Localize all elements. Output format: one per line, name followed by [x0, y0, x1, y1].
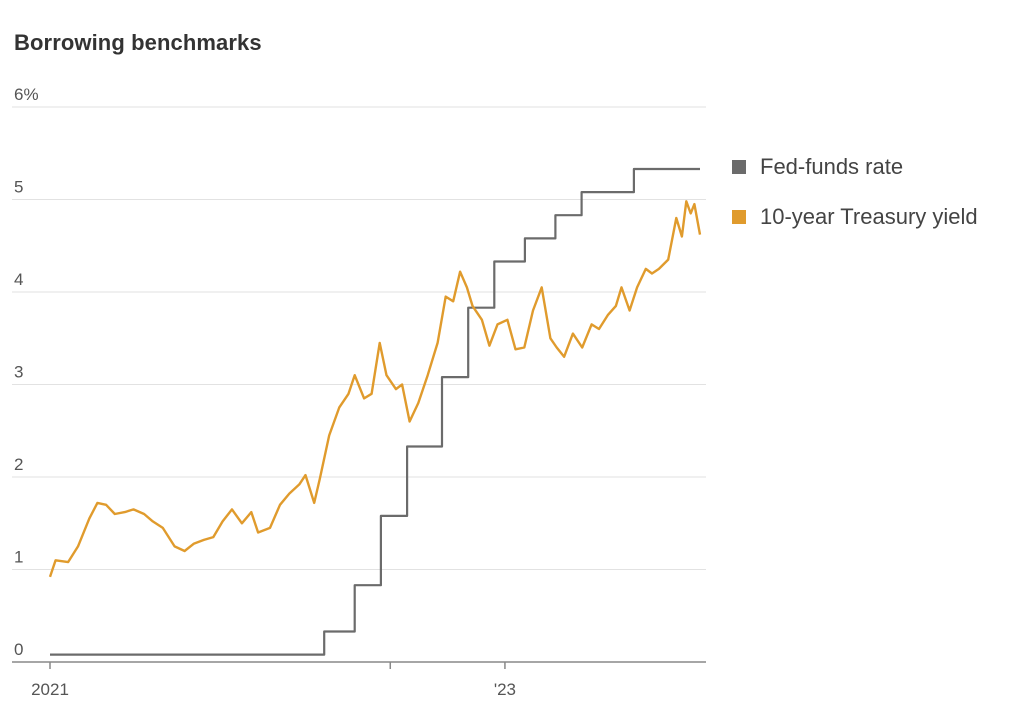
- series-line-treasury-yield: [48, 200, 702, 578]
- y-tick-label: 3: [14, 363, 23, 382]
- legend-swatch-fed-funds: [732, 160, 746, 174]
- y-tick-label: 5: [14, 178, 23, 197]
- y-tick-label: 1: [14, 548, 23, 567]
- x-axis: 2021 '23: [12, 661, 706, 699]
- x-tick-label: 2021: [31, 680, 69, 699]
- y-tick-label: 0: [14, 640, 23, 659]
- legend-label-fed-funds: Fed-funds rate: [760, 154, 904, 179]
- y-tick-label: 4: [14, 270, 23, 289]
- legend-swatch-treasury-yield: [732, 210, 746, 224]
- y-tick-label: 2: [14, 455, 23, 474]
- legend-item-fed-funds: Fed-funds rate: [732, 142, 978, 192]
- chart-title: Borrowing benchmarks: [14, 30, 262, 55]
- legend: Fed-funds rate 10-year Treasury yield: [732, 142, 978, 242]
- y-tick-label: 6%: [14, 85, 39, 104]
- legend-label-treasury-yield: 10-year Treasury yield: [760, 204, 978, 229]
- y-axis-tick-labels: 0 1 2 3 4 5 6%: [14, 85, 39, 659]
- series-line-fed-funds: [50, 167, 700, 656]
- gridlines: [12, 106, 706, 570]
- legend-item-treasury-yield: 10-year Treasury yield: [732, 192, 978, 242]
- x-tick-label: '23: [494, 680, 516, 699]
- series-lines: [48, 167, 702, 656]
